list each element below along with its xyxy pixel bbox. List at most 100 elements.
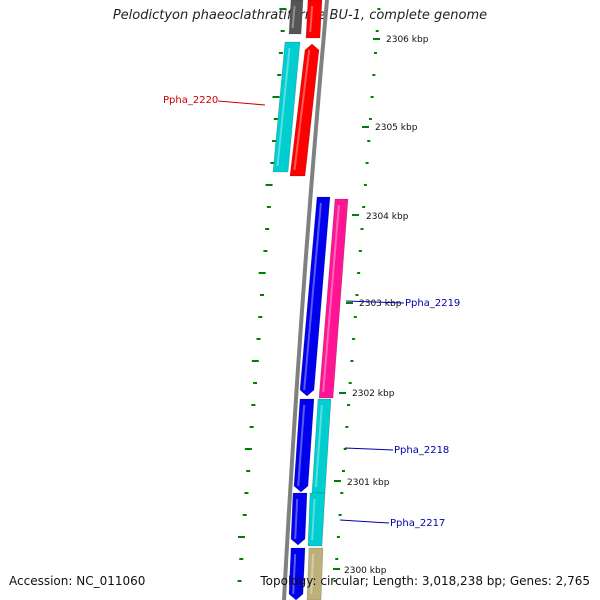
tick-dot-right (343, 448, 347, 450)
feature-cyan-2217 (307, 492, 326, 547)
tick-dot-left (238, 536, 246, 538)
feature-ppha2217-body (290, 492, 308, 546)
tick-dot-left (258, 272, 266, 274)
scale-ticks: 2306 kbp 2305 kbp 2304 kbp 2303 kbp 2302… (344, 35, 429, 576)
feature-ppha2219-pink-shine (322, 204, 340, 393)
gene-label-ppha2220[interactable]: Ppha_2220 (163, 95, 218, 106)
tick-label-2300: 2300 kbp (344, 566, 387, 576)
gene-features (272, 0, 349, 600)
feature-blue-bottom (288, 547, 306, 600)
tick-dot-right (336, 536, 340, 538)
tick-dot-right (375, 30, 379, 32)
gene-label-ppha2217[interactable]: Ppha_2217 (390, 518, 445, 529)
feature-red-top (305, 0, 323, 39)
feature-blue-2218-shine (297, 404, 306, 487)
feature-tan-bottom-body (306, 547, 324, 600)
label-line-ppha2220 (217, 100, 266, 106)
feature-ppha2219-pink (318, 198, 349, 399)
tick-dot-right (374, 52, 378, 54)
tick-dot-right (377, 8, 381, 10)
feature-blue-bottom-shine (292, 553, 297, 595)
gene-label-ppha2219[interactable]: Ppha_2219 (405, 298, 460, 309)
feature-grey-top-shine (291, 5, 296, 29)
tick-dot-right (372, 74, 376, 76)
feature-ppha2218 (311, 398, 332, 494)
tick-dot-left (265, 228, 270, 230)
feature-ppha2220-shine (276, 47, 291, 167)
outer-ticks (237, 8, 381, 582)
tick-dot-left (239, 558, 244, 560)
backbone-group (282, 0, 329, 600)
feature-ppha2219-blue (299, 196, 331, 397)
tick-dot-right (345, 426, 349, 428)
tick-dot-right (363, 184, 367, 186)
major-tick (373, 38, 380, 40)
major-tick (362, 126, 369, 128)
tick-dot-left (251, 360, 259, 362)
tick-dot-left (244, 448, 252, 450)
tick-dot-left (237, 580, 242, 582)
major-tick (339, 392, 346, 394)
tick-dot-left (249, 426, 254, 428)
feature-ppha2217 (290, 492, 308, 546)
tick-dot-right (365, 162, 369, 164)
tick-dot-right (367, 140, 371, 142)
tick-dot-right (340, 492, 344, 494)
tick-dot-right (341, 470, 345, 472)
tick-dot-left (280, 30, 285, 32)
feature-ppha2219-blue-shine (303, 202, 322, 391)
tick-dot-left (253, 382, 258, 384)
label-line-ppha2219 (345, 300, 405, 304)
tick-dot-right (338, 514, 342, 516)
label-line-ppha2217 (339, 519, 390, 524)
gene-labels: Ppha_2220 Ppha_2219 Ppha_2218 Ppha_2217 (163, 95, 460, 529)
feature-ppha2218-shine (314, 404, 323, 488)
tick-dot-left (272, 140, 277, 142)
feature-blue-2218-body (293, 398, 315, 493)
tick-dot-left (277, 74, 282, 76)
feature-tan-bottom-shine (310, 553, 315, 595)
feature-ppha2219-blue-body (299, 196, 331, 397)
feature-red-top-shine (309, 5, 314, 33)
gene-label-ppha2218[interactable]: Ppha_2218 (394, 445, 449, 456)
tick-dot-left (244, 492, 249, 494)
tick-dot-left (273, 118, 278, 120)
feature-cyan-2217-shine (311, 498, 316, 541)
tick-dot-right (350, 360, 354, 362)
label-line-ppha2218 (344, 447, 394, 451)
feature-red-main-body (289, 43, 320, 177)
tick-dot-right (362, 206, 366, 208)
major-tick (333, 568, 340, 570)
tick-dot-right (347, 404, 351, 406)
tick-dot-right (335, 558, 339, 560)
tick-dot-right (353, 316, 357, 318)
genome-summary: Topology: circular; Length: 3,018,238 bp… (260, 574, 590, 588)
tick-dot-left (266, 206, 271, 208)
feature-blue-bottom-body (288, 547, 306, 600)
tick-dot-right (370, 96, 374, 98)
major-tick (346, 302, 353, 304)
feature-blue-2218 (293, 398, 315, 493)
tick-dot-left (258, 316, 263, 318)
tick-dot-left (251, 404, 256, 406)
tick-dot-left (272, 96, 280, 98)
tick-label-2303: 2303 kbp (359, 299, 402, 309)
tick-dot-left (270, 162, 275, 164)
tick-dot-right (360, 228, 364, 230)
tick-label-2306: 2306 kbp (386, 35, 429, 45)
major-tick (352, 214, 359, 216)
tick-label-2302: 2302 kbp (352, 389, 395, 399)
tick-label-2304: 2304 kbp (366, 212, 409, 222)
major-tick (334, 480, 341, 482)
feature-ppha2219-pink-body (318, 198, 349, 399)
feature-red-main (289, 43, 320, 177)
feature-tan-bottom (306, 547, 324, 600)
tick-dot-left (265, 184, 273, 186)
tick-label-2305: 2305 kbp (375, 123, 418, 133)
accession-text: Accession: NC_011060 (9, 574, 146, 588)
tick-dot-left (259, 294, 264, 296)
tick-dot-left (279, 8, 287, 10)
feature-ppha2220-body (272, 41, 301, 173)
feature-grey-top (288, 0, 304, 35)
